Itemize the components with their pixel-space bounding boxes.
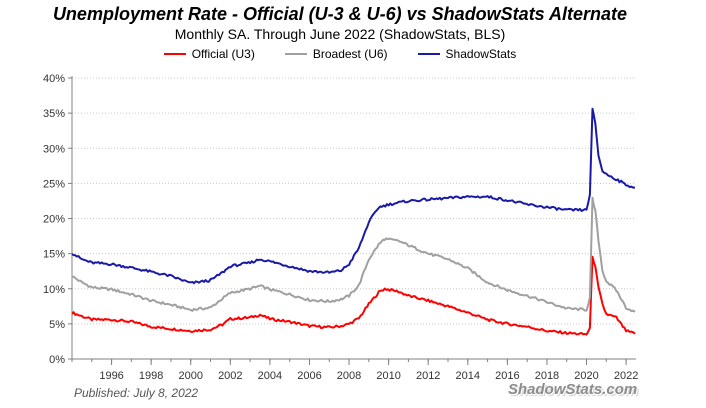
x-tick-label: 2016	[495, 370, 519, 382]
legend-label-u3: Official (U3)	[191, 47, 255, 61]
y-tick-label: 15%	[43, 249, 65, 261]
y-tick-label: 40%	[43, 73, 65, 85]
x-tick-label: 2010	[376, 370, 400, 382]
x-tick-label: 1998	[139, 370, 163, 382]
y-tick-label: 20%	[43, 214, 65, 226]
x-tick-label: 2018	[535, 370, 559, 382]
legend-item-u3: Official (U3)	[163, 47, 255, 61]
x-tick-label: 2012	[416, 370, 440, 382]
x-tick-label: 2008	[337, 370, 361, 382]
y-tick-label: 5%	[49, 319, 65, 331]
legend-item-shadowstats: ShadowStats	[417, 47, 517, 61]
y-tick-label: 0%	[49, 354, 65, 366]
x-tick-label: 2000	[178, 370, 202, 382]
y-tick-label: 25%	[43, 178, 65, 190]
series-line-u6	[71, 196, 636, 313]
x-tick-label: 2002	[218, 370, 242, 382]
series-line-u3	[71, 255, 636, 336]
x-tick-label: 2006	[297, 370, 321, 382]
x-tick-label: 2020	[574, 370, 598, 382]
y-tick-label: 10%	[43, 284, 65, 296]
chart-subtitle: Monthly SA. Through June 2022 (ShadowSta…	[174, 26, 506, 42]
legend-item-u6: Broadest (U6)	[284, 47, 388, 61]
legend-swatch-u3	[163, 53, 186, 55]
chart-title: Unemployment Rate - Official (U-3 & U-6)…	[52, 4, 628, 24]
legend-label-shadowstats: ShadowStats	[445, 47, 517, 61]
y-tick-label: 35%	[43, 108, 65, 120]
x-tick-label: 2014	[456, 370, 480, 382]
x-tick-label: 1996	[99, 370, 123, 382]
y-tick-label: 30%	[43, 143, 65, 155]
legend: Official (U3) Broadest (U6) ShadowStats	[0, 47, 680, 61]
published-date: Published: July 8, 2022	[74, 386, 199, 400]
legend-label-u6: Broadest (U6)	[312, 47, 388, 61]
series-line-shadowstats	[71, 107, 635, 285]
watermark-logo: ShadowStats.com	[508, 381, 638, 398]
legend-swatch-u6	[284, 53, 307, 55]
x-tick-label: 2022	[614, 370, 638, 382]
x-tick-label: 2004	[258, 370, 282, 382]
legend-swatch-shadowstats	[417, 53, 440, 55]
